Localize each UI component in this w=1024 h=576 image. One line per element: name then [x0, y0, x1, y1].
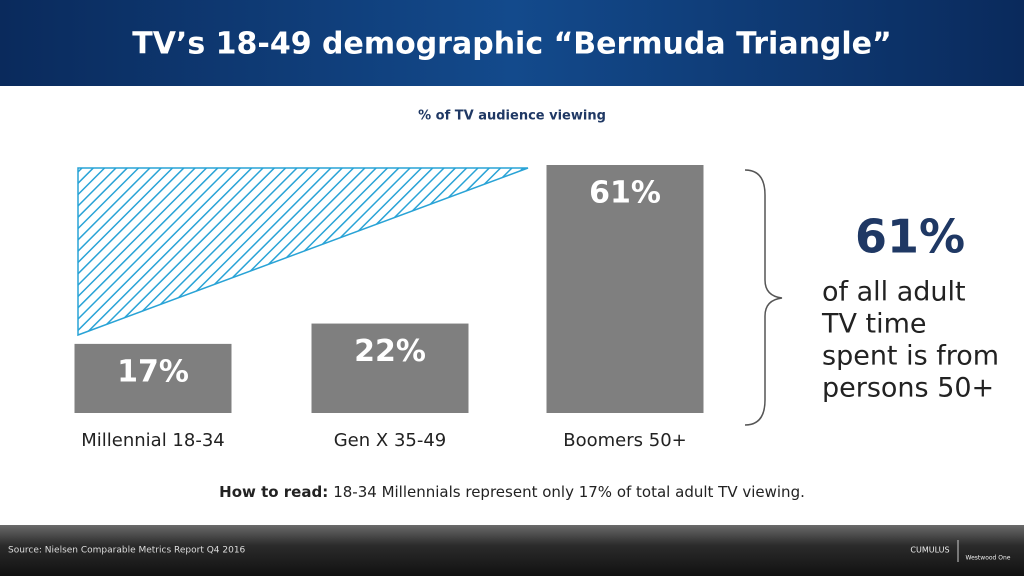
- subtitle: % of TV audience viewing: [418, 109, 606, 124]
- brace: [744, 169, 783, 426]
- x-tick-label: Gen X 35-49: [334, 430, 447, 451]
- value-label: 22%: [354, 334, 426, 369]
- x-tick-label: Boomers 50+: [563, 430, 686, 451]
- callout-line: TV time: [821, 309, 927, 340]
- logo: Westwood One: [966, 555, 1011, 562]
- source: Source: Nielsen Comparable Metrics Repor…: [8, 546, 246, 556]
- footer: [0, 525, 1024, 576]
- how-to-read-label: How to read:: [219, 483, 328, 501]
- value-label: 17%: [117, 354, 189, 389]
- value-label: 61%: [589, 176, 661, 211]
- callout-line: spent is from: [822, 341, 999, 372]
- title: TV’s 18-49 demographic “Bermuda Triangle…: [132, 27, 892, 62]
- callout-value: 61%: [855, 210, 965, 264]
- how-to-read-text: 18-34 Millennials represent only 17% of …: [333, 483, 805, 501]
- logo: CUMULUS: [910, 546, 949, 555]
- how-to-read: How to read: 18-34 Millennials represent …: [219, 483, 805, 501]
- header: [0, 0, 1024, 86]
- triangle: [77, 167, 529, 337]
- callout-line: persons 50+: [822, 373, 994, 404]
- bar: [546, 165, 704, 413]
- bar: [74, 343, 232, 413]
- x-tick-label: Millennial 18-34: [81, 430, 224, 451]
- bar: [311, 323, 469, 413]
- callout-line: of all adult: [822, 277, 966, 308]
